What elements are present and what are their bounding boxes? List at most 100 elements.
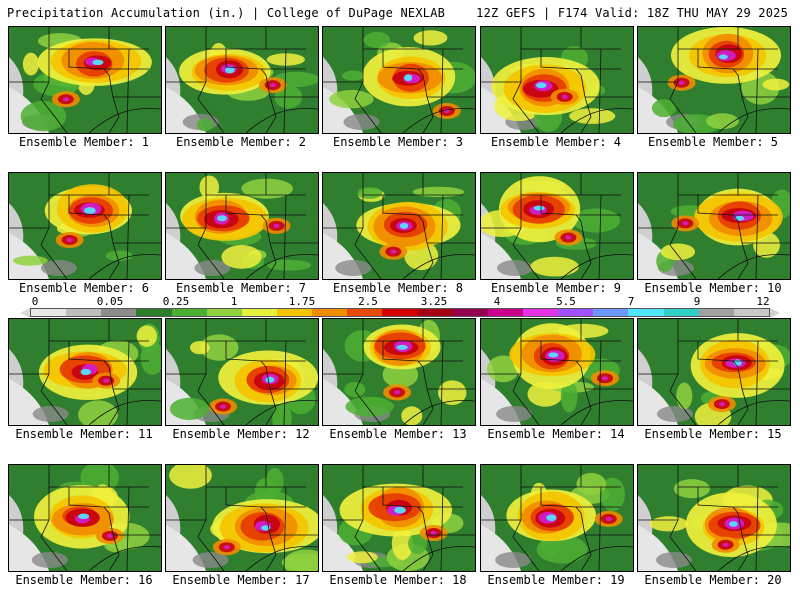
precip-map (323, 173, 475, 279)
ensemble-member-caption: Ensemble Member: 6 (18, 281, 150, 295)
precip-map (481, 319, 633, 425)
ensemble-member-caption: Ensemble Member: 19 (487, 573, 625, 587)
ensemble-member-panel (637, 26, 791, 134)
scale-swatch (171, 309, 207, 316)
ensemble-member-caption: Ensemble Member: 5 (647, 135, 779, 149)
scale-swatch (733, 309, 769, 316)
ensemble-member-panel (322, 464, 476, 572)
state-borders (9, 465, 161, 571)
state-borders (9, 173, 161, 279)
precip-map (481, 465, 633, 571)
ensemble-member-panel (8, 318, 162, 426)
ensemble-member-caption: Ensemble Member: 17 (172, 573, 310, 587)
ensemble-member-caption: Ensemble Member: 16 (15, 573, 153, 587)
state-borders (323, 173, 475, 279)
scale-tick-label: 0.25 (162, 295, 190, 308)
precip-map (9, 27, 161, 133)
scale-tick-label: 5.5 (556, 295, 576, 308)
precip-map (323, 27, 475, 133)
precip-map (481, 173, 633, 279)
precip-map (323, 319, 475, 425)
state-borders (481, 27, 633, 133)
map-title: Precipitation Accumulation (in.) | Colle… (7, 6, 446, 20)
scale-tick-label: 0 (31, 295, 39, 308)
state-borders (323, 27, 475, 133)
ensemble-member-panel (322, 26, 476, 134)
ensemble-member-caption: Ensemble Member: 18 (329, 573, 467, 587)
scale-tick-label: 4 (493, 295, 501, 308)
ensemble-member-caption: Ensemble Member: 8 (332, 281, 464, 295)
scale-swatch (241, 309, 277, 316)
precip-map (166, 173, 318, 279)
scale-swatch (628, 309, 664, 316)
precip-map (9, 319, 161, 425)
scale-swatch (312, 309, 348, 316)
state-borders (166, 173, 318, 279)
scale-left-arrow (20, 308, 30, 318)
scale-swatch (382, 309, 418, 316)
ensemble-member-panel (480, 318, 634, 426)
scale-swatch (136, 309, 172, 316)
scale-swatch (593, 309, 629, 316)
precip-map (166, 465, 318, 571)
scale-tick-label: 12 (756, 295, 770, 308)
ensemble-member-caption: Ensemble Member: 14 (487, 427, 625, 441)
ensemble-member-panel (8, 172, 162, 280)
scale-right-arrow (770, 308, 780, 318)
ensemble-member-panel (637, 464, 791, 572)
precip-map (323, 465, 475, 571)
ensemble-member-panel (8, 464, 162, 572)
scale-swatch (522, 309, 559, 316)
ensemble-member-caption: Ensemble Member: 10 (644, 281, 782, 295)
ensemble-member-caption: Ensemble Member: 1 (18, 135, 150, 149)
scale-tick-label: 1 (230, 295, 238, 308)
scale-swatch (206, 309, 242, 316)
ensemble-member-panel (480, 464, 634, 572)
scale-swatch (487, 309, 523, 316)
ensemble-member-caption: Ensemble Member: 3 (332, 135, 464, 149)
scale-tick-label: 9 (693, 295, 701, 308)
ensemble-member-caption: Ensemble Member: 20 (644, 573, 782, 587)
scale-tick-label: 2.5 (358, 295, 378, 308)
ensemble-member-panel (480, 172, 634, 280)
ensemble-member-panel (322, 318, 476, 426)
ensemble-member-panel (165, 172, 319, 280)
precip-map (638, 465, 790, 571)
state-borders (323, 319, 475, 425)
scale-swatch (101, 309, 137, 316)
ensemble-member-panel (165, 26, 319, 134)
precip-map (638, 173, 790, 279)
precip-map (9, 465, 161, 571)
ensemble-member-caption: Ensemble Member: 4 (490, 135, 622, 149)
precip-map (9, 173, 161, 279)
ensemble-member-panel (165, 318, 319, 426)
ensemble-member-caption: Ensemble Member: 2 (175, 135, 307, 149)
precip-map (166, 27, 318, 133)
state-borders (638, 173, 790, 279)
ensemble-member-caption: Ensemble Member: 13 (329, 427, 467, 441)
state-borders (9, 319, 161, 425)
ensemble-member-panel (480, 26, 634, 134)
state-borders (166, 319, 318, 425)
precip-map (166, 319, 318, 425)
scale-swatch (663, 309, 699, 316)
state-borders (638, 465, 790, 571)
state-borders (481, 465, 633, 571)
scale-swatch (276, 309, 313, 316)
model-run-info: 12Z GEFS | F174 Valid: 18Z THU MAY 29 20… (476, 6, 788, 20)
scale-bar (30, 308, 770, 317)
ensemble-member-panel (322, 172, 476, 280)
state-borders (481, 319, 633, 425)
state-borders (166, 465, 318, 571)
ensemble-member-panel (165, 464, 319, 572)
state-borders (323, 465, 475, 571)
scale-swatch (31, 309, 67, 316)
scale-tick-label: 0.05 (96, 295, 124, 308)
ensemble-member-panel (637, 318, 791, 426)
state-borders (166, 27, 318, 133)
precip-map (481, 27, 633, 133)
scale-tick-label: 3.25 (420, 295, 448, 308)
precip-color-scale: 0 0.05 0.25 1 1.75 2.5 3.25 4 5.5 7 9 12 (10, 295, 790, 321)
state-borders (481, 173, 633, 279)
ensemble-member-caption: Ensemble Member: 11 (15, 427, 153, 441)
